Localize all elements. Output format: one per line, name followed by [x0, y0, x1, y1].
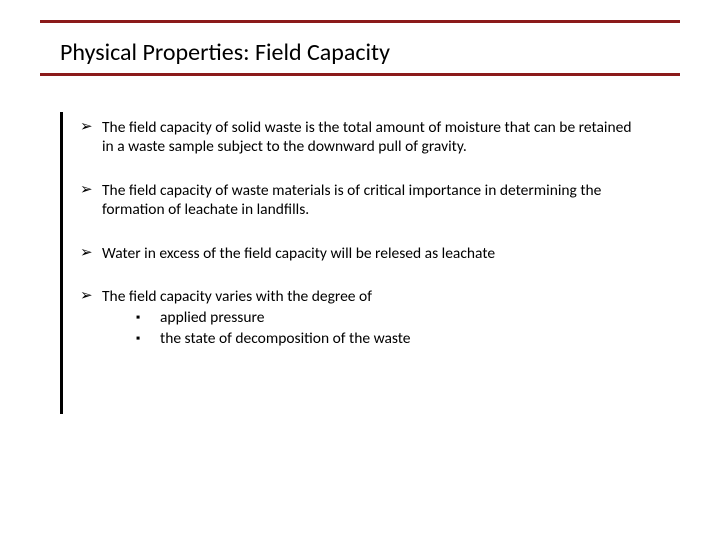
top-horizontal-rule	[40, 20, 680, 23]
title-underline	[40, 73, 680, 76]
arrow-bullet-icon: ➢	[80, 118, 102, 157]
sub-bullet-text: the state of decomposition of the waste	[160, 329, 411, 350]
bullet-text: The field capacity varies with the degre…	[102, 287, 640, 350]
left-vertical-stroke	[60, 112, 63, 414]
content-area: ➢ The field capacity of solid waste is t…	[80, 118, 640, 350]
square-bullet-icon: ▪	[136, 329, 160, 350]
square-bullet-icon: ▪	[136, 308, 160, 329]
list-item: ➢ Water in excess of the field capacity …	[80, 244, 640, 263]
arrow-bullet-icon: ➢	[80, 287, 102, 350]
arrow-bullet-icon: ➢	[80, 244, 102, 263]
list-item: ➢ The field capacity of solid waste is t…	[80, 118, 640, 157]
arrow-bullet-icon: ➢	[80, 181, 102, 220]
sub-list: ▪ applied pressure ▪ the state of decomp…	[102, 308, 640, 350]
list-item: ➢ The field capacity varies with the deg…	[80, 287, 640, 350]
list-item: ➢ The field capacity of waste materials …	[80, 181, 640, 220]
sub-list-item: ▪ applied pressure	[136, 308, 640, 329]
bullet-text-line: The field capacity varies with the degre…	[102, 287, 372, 306]
bullet-text: The field capacity of waste materials is…	[102, 181, 640, 220]
sub-bullet-text: applied pressure	[160, 308, 264, 329]
slide-title: Physical Properties: Field Capacity	[60, 38, 660, 73]
sub-list-item: ▪ the state of decomposition of the wast…	[136, 329, 640, 350]
title-block: Physical Properties: Field Capacity	[60, 38, 660, 76]
bullet-text: Water in excess of the field capacity wi…	[102, 244, 640, 263]
bullet-text: The field capacity of solid waste is the…	[102, 118, 640, 157]
